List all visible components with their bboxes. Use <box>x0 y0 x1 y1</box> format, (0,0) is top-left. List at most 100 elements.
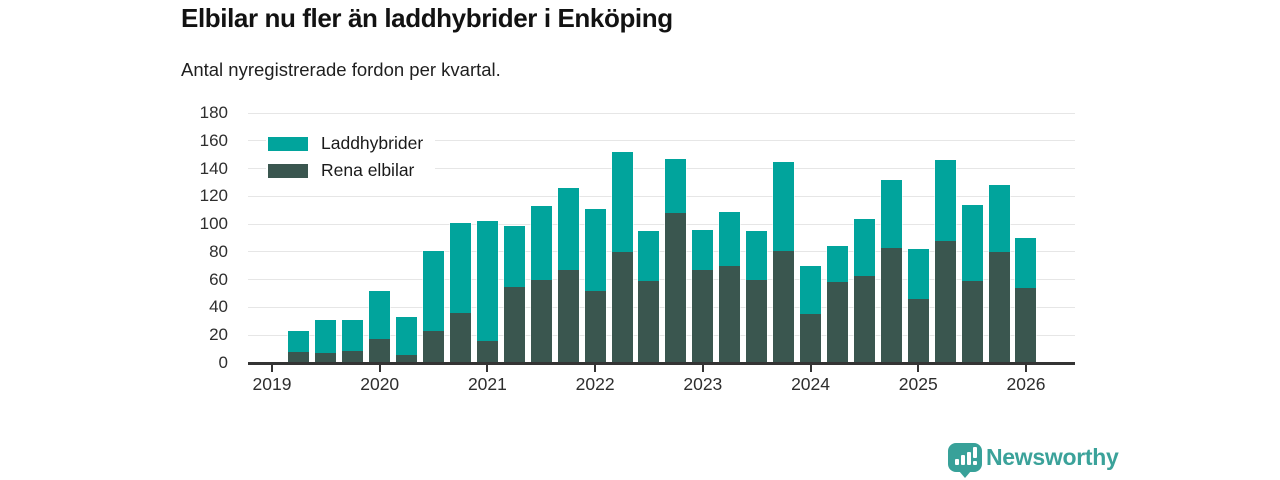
x-tick-2026 <box>1024 365 1027 372</box>
bar-segment-rena-elbilar <box>315 353 337 363</box>
y-tick-label: 120 <box>199 186 228 206</box>
bar-segment-laddhybrider <box>423 250 445 332</box>
bar-q1-2023 <box>691 228 715 365</box>
x-tick-2023 <box>701 365 704 372</box>
bar-segment-rena-elbilar <box>611 251 633 363</box>
bar-q2-2019 <box>287 330 311 364</box>
y-tick-label: 100 <box>199 214 228 234</box>
y-tick-label: 140 <box>199 158 228 178</box>
bar-q3-2024 <box>852 217 876 365</box>
bar-segment-laddhybrider <box>530 206 552 280</box>
bar-q4-2019 <box>341 318 365 365</box>
bar-q2-2021 <box>502 224 526 364</box>
bar-q2-2025 <box>933 159 957 364</box>
bar-segment-laddhybrider <box>342 319 364 351</box>
bar-q4-2022 <box>664 157 688 365</box>
y-tick-label: 40 <box>209 297 228 317</box>
logo-bar-icon <box>955 459 959 465</box>
x-tick-label-2025: 2025 <box>898 374 938 394</box>
gridline-60 <box>248 279 1075 281</box>
bar-q1-2021 <box>475 220 499 364</box>
bar-segment-rena-elbilar <box>988 251 1010 363</box>
gridline-160 <box>248 140 1075 142</box>
bar-segment-rena-elbilar <box>826 282 848 363</box>
legend-swatch-rena-elbilar <box>268 163 308 178</box>
bar-segment-laddhybrider <box>907 249 929 300</box>
gridline-100 <box>248 223 1075 225</box>
bar-segment-laddhybrider <box>692 229 714 270</box>
bar-q4-2025 <box>987 184 1011 364</box>
bar-segment-rena-elbilar <box>746 279 768 363</box>
newsworthy-logo[interactable]: Newsworthy <box>948 443 1119 478</box>
bar-segment-rena-elbilar <box>665 213 687 363</box>
logo-bar-icon <box>967 452 971 465</box>
x-tick-2021 <box>486 365 489 372</box>
x-tick-2024 <box>809 365 812 372</box>
legend-label-rena-elbilar: Rena elbilar <box>321 160 415 180</box>
legend-label-laddhybrider: Laddhybrider <box>321 133 424 153</box>
logo-bar-icon <box>961 455 965 465</box>
y-axis-labels: 0 20 40 60 80 100 120 140 160 180 <box>178 103 238 372</box>
bar-segment-rena-elbilar <box>773 250 795 363</box>
bar-segment-rena-elbilar <box>396 354 418 363</box>
newsworthy-badge-icon <box>948 443 982 478</box>
legend-item-rena-elbilar: Rena elbilar <box>266 157 436 184</box>
bar-q1-2022 <box>583 207 607 365</box>
bar-segment-laddhybrider <box>853 218 875 276</box>
x-tick-2025 <box>917 365 920 372</box>
gridline-40 <box>248 306 1075 308</box>
bar-segment-laddhybrider <box>369 290 391 340</box>
bar-segment-rena-elbilar <box>853 275 875 363</box>
bar-q3-2025 <box>960 203 984 365</box>
bar-q3-2022 <box>637 230 661 364</box>
bar-segment-rena-elbilar <box>880 247 902 363</box>
y-tick-label: 80 <box>209 241 228 261</box>
chart-subtitle: Antal nyregistrerade fordon per kvartal. <box>181 59 501 80</box>
bar-segment-rena-elbilar <box>907 299 929 363</box>
bar-q3-2019 <box>314 318 338 365</box>
gridline-180 <box>248 112 1075 114</box>
bar-q1-2025 <box>906 248 930 364</box>
bar-segment-laddhybrider <box>476 221 498 341</box>
bar-q2-2023 <box>718 210 742 365</box>
y-tick-label: 60 <box>209 269 228 289</box>
bar-segment-rena-elbilar <box>719 265 741 363</box>
bar-segment-laddhybrider <box>396 317 418 355</box>
bar-segment-rena-elbilar <box>530 279 552 363</box>
bar-q4-2020 <box>448 221 472 365</box>
x-tick-label-2022: 2022 <box>575 374 615 394</box>
bar-segment-laddhybrider <box>1015 238 1037 288</box>
bar-segment-rena-elbilar <box>423 331 445 363</box>
bar-segment-rena-elbilar <box>557 269 579 363</box>
y-tick-label: 20 <box>209 325 228 345</box>
bar-segment-laddhybrider <box>503 225 525 287</box>
bar-q1-2020 <box>368 289 392 365</box>
bar-q4-2023 <box>772 160 796 365</box>
bar-segment-rena-elbilar <box>961 281 983 363</box>
logo-exclamation-dot-icon <box>973 461 977 465</box>
bar-segment-rena-elbilar <box>800 314 822 363</box>
bar-segment-laddhybrider <box>611 151 633 252</box>
bar-segment-laddhybrider <box>449 222 471 313</box>
bar-segment-laddhybrider <box>288 331 310 352</box>
legend-swatch-laddhybrider <box>268 136 308 151</box>
bar-segment-laddhybrider <box>746 231 768 280</box>
gridline-120 <box>248 195 1075 197</box>
gridline-80 <box>248 251 1075 253</box>
x-tick-label-2020: 2020 <box>360 374 400 394</box>
x-tick-label-2024: 2024 <box>791 374 831 394</box>
x-tick-2019 <box>271 365 273 372</box>
bar-segment-laddhybrider <box>961 204 983 282</box>
x-tick-label-2023: 2023 <box>683 374 723 394</box>
bar-segment-laddhybrider <box>638 231 660 282</box>
bar-segment-rena-elbilar <box>1015 288 1037 363</box>
bar-segment-laddhybrider <box>773 161 795 251</box>
chart-title: Elbilar nu fler än laddhybrider i Enköpi… <box>181 3 673 33</box>
legend-item-laddhybrider: Laddhybrider <box>266 130 436 157</box>
bar-segment-rena-elbilar <box>476 340 498 363</box>
bar-q3-2021 <box>529 205 553 364</box>
bar-segment-rena-elbilar <box>288 351 310 363</box>
plot-area <box>248 112 1075 365</box>
bar-segment-laddhybrider <box>719 211 741 266</box>
